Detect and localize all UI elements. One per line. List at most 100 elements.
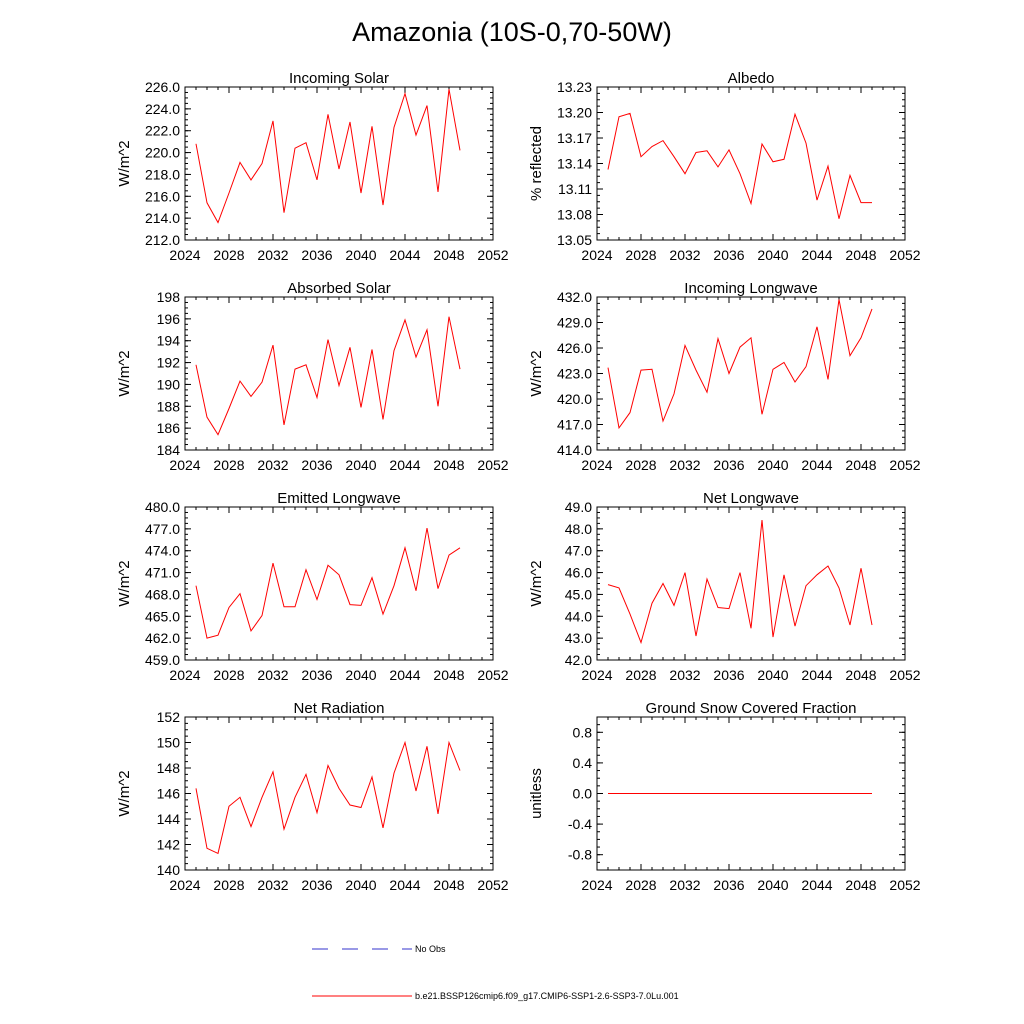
- x-tick-label: 2028: [213, 457, 244, 473]
- y-tick-label: 13.23: [557, 79, 592, 95]
- y-tick-label: 45.0: [565, 586, 592, 602]
- y-axis-label: W/m^2: [116, 350, 133, 396]
- panel-5: 2024 2028 2032 2036 2040 2044 2048 2052 42.0 43.0…: [528, 490, 921, 683]
- x-tick-label: 2028: [625, 247, 656, 263]
- y-tick-label: 423.0: [557, 366, 592, 382]
- x-tick-label: 2040: [757, 457, 788, 473]
- series-line-0: [195, 316, 461, 436]
- x-tick-label: 2036: [713, 247, 744, 263]
- x-tick-label: 2040: [757, 247, 788, 263]
- x-tick-label: 2048: [845, 877, 876, 893]
- y-tick-label: 196: [157, 311, 181, 327]
- y-tick-label: 13.20: [557, 105, 592, 121]
- x-tick-label: 2032: [257, 877, 288, 893]
- y-tick-label: 462.0: [145, 630, 180, 646]
- x-tick-label: 2036: [301, 457, 332, 473]
- y-tick-label: 49.0: [565, 499, 592, 515]
- y-tick-label: 190: [157, 376, 181, 392]
- x-tick-label: 2028: [213, 667, 244, 683]
- x-tick-label: 2048: [433, 667, 464, 683]
- y-tick-label: 222.0: [145, 123, 180, 139]
- y-tick-label: 13.14: [557, 156, 592, 172]
- y-tick-label: 468.0: [145, 586, 180, 602]
- y-tick-label: 0.8: [573, 724, 593, 740]
- x-tick-label: 2036: [713, 877, 744, 893]
- y-tick-label: 477.0: [145, 521, 180, 537]
- y-tick-label: 140: [157, 862, 181, 878]
- x-tick-label: 2052: [889, 457, 920, 473]
- y-axis-label: W/m^2: [528, 350, 545, 396]
- x-tick-label: 2024: [169, 667, 200, 683]
- x-tick-label: 2036: [301, 877, 332, 893]
- y-tick-label: 417.0: [557, 417, 592, 433]
- y-tick-label: 144: [157, 811, 181, 827]
- y-tick-label: 13.05: [557, 232, 592, 248]
- y-tick-label: 13.08: [557, 207, 592, 223]
- x-tick-label: 2048: [845, 247, 876, 263]
- x-tick-label: 2052: [889, 877, 920, 893]
- series-line-0: [195, 740, 461, 855]
- y-tick-label: 13.11: [558, 181, 592, 197]
- x-tick-label: 2028: [625, 457, 656, 473]
- legend-label-model: b.e21.BSSP126cmip6.f09_g17.CMIP6-SSP1-2.…: [415, 991, 679, 1001]
- panel-title: Net Radiation: [294, 700, 385, 717]
- panel-4: 2024 2028 2032 2036 2040 2044 2048 2052 459.0 462…: [116, 490, 509, 683]
- x-tick-label: 2024: [581, 247, 612, 263]
- x-tick-label: 2040: [757, 877, 788, 893]
- x-tick-label: 2036: [713, 457, 744, 473]
- x-tick-label: 2036: [301, 667, 332, 683]
- y-tick-label: 43.0: [565, 630, 592, 646]
- x-tick-label: 2040: [345, 877, 376, 893]
- x-tick-label: 2048: [433, 877, 464, 893]
- y-axis-label: W/m^2: [116, 770, 133, 816]
- x-tick-label: 2048: [845, 667, 876, 683]
- x-tick-label: 2032: [669, 247, 700, 263]
- y-tick-label: 480.0: [145, 499, 180, 515]
- x-tick-label: 2044: [801, 457, 832, 473]
- y-tick-label: 226.0: [145, 79, 180, 95]
- y-tick-label: 414.0: [557, 442, 592, 458]
- legend: No Obs b.e21.BSSP126cmip6.f09_g17.CMIP6-…: [312, 944, 679, 1001]
- x-tick-label: 2048: [433, 457, 464, 473]
- x-tick-label: 2052: [477, 247, 508, 263]
- x-tick-label: 2024: [581, 667, 612, 683]
- y-tick-label: 474.0: [145, 543, 180, 559]
- panel-title: Net Longwave: [703, 490, 799, 507]
- y-tick-label: 152: [157, 709, 181, 725]
- y-tick-label: -0.4: [568, 816, 592, 832]
- legend-label-no-obs: No Obs: [415, 944, 446, 954]
- panel-6: 2024 2028 2032 2036 2040 2044 2048 2052 140 142 14…: [116, 700, 509, 893]
- y-tick-label: 42.0: [565, 652, 592, 668]
- panel-0: 2024 2028 2032 2036 2040 2044 2048 2052 212.0 214…: [116, 70, 509, 263]
- y-tick-label: 148: [157, 760, 181, 776]
- x-tick-label: 2040: [345, 457, 376, 473]
- x-tick-label: 2024: [169, 457, 200, 473]
- panel-title: Incoming Longwave: [684, 280, 817, 297]
- y-tick-label: 150: [157, 735, 181, 751]
- y-axis-label: W/m^2: [528, 560, 545, 606]
- y-tick-label: 214.0: [145, 210, 180, 226]
- panel-title: Incoming Solar: [289, 70, 389, 87]
- x-tick-label: 2028: [625, 667, 656, 683]
- x-tick-label: 2028: [213, 877, 244, 893]
- series-line-0: [607, 299, 873, 430]
- y-axis-label: W/m^2: [116, 140, 133, 186]
- panel-7: 2024 2028 2032 2036 2040 2044 2048 2052 -0.8 -0.4…: [528, 700, 921, 893]
- y-tick-label: -0.8: [568, 847, 592, 863]
- x-tick-label: 2024: [581, 457, 612, 473]
- y-tick-label: 47.0: [565, 543, 592, 559]
- panel-1: 2024 2028 2032 2036 2040 2044 2048 2052 13.05 13.…: [528, 70, 921, 263]
- series-line-0: [607, 112, 872, 219]
- y-tick-label: 224.0: [145, 101, 180, 117]
- panel-title: Ground Snow Covered Fraction: [646, 700, 857, 717]
- y-tick-label: 44.0: [565, 608, 592, 624]
- y-tick-label: 218.0: [145, 166, 180, 182]
- y-tick-label: 459.0: [145, 652, 180, 668]
- x-tick-label: 2044: [389, 877, 420, 893]
- y-tick-label: 420.0: [557, 391, 592, 407]
- y-tick-label: 471.0: [145, 565, 180, 581]
- y-tick-label: 146: [157, 786, 181, 802]
- y-axis-label: % reflected: [528, 126, 545, 201]
- x-tick-label: 2032: [257, 247, 288, 263]
